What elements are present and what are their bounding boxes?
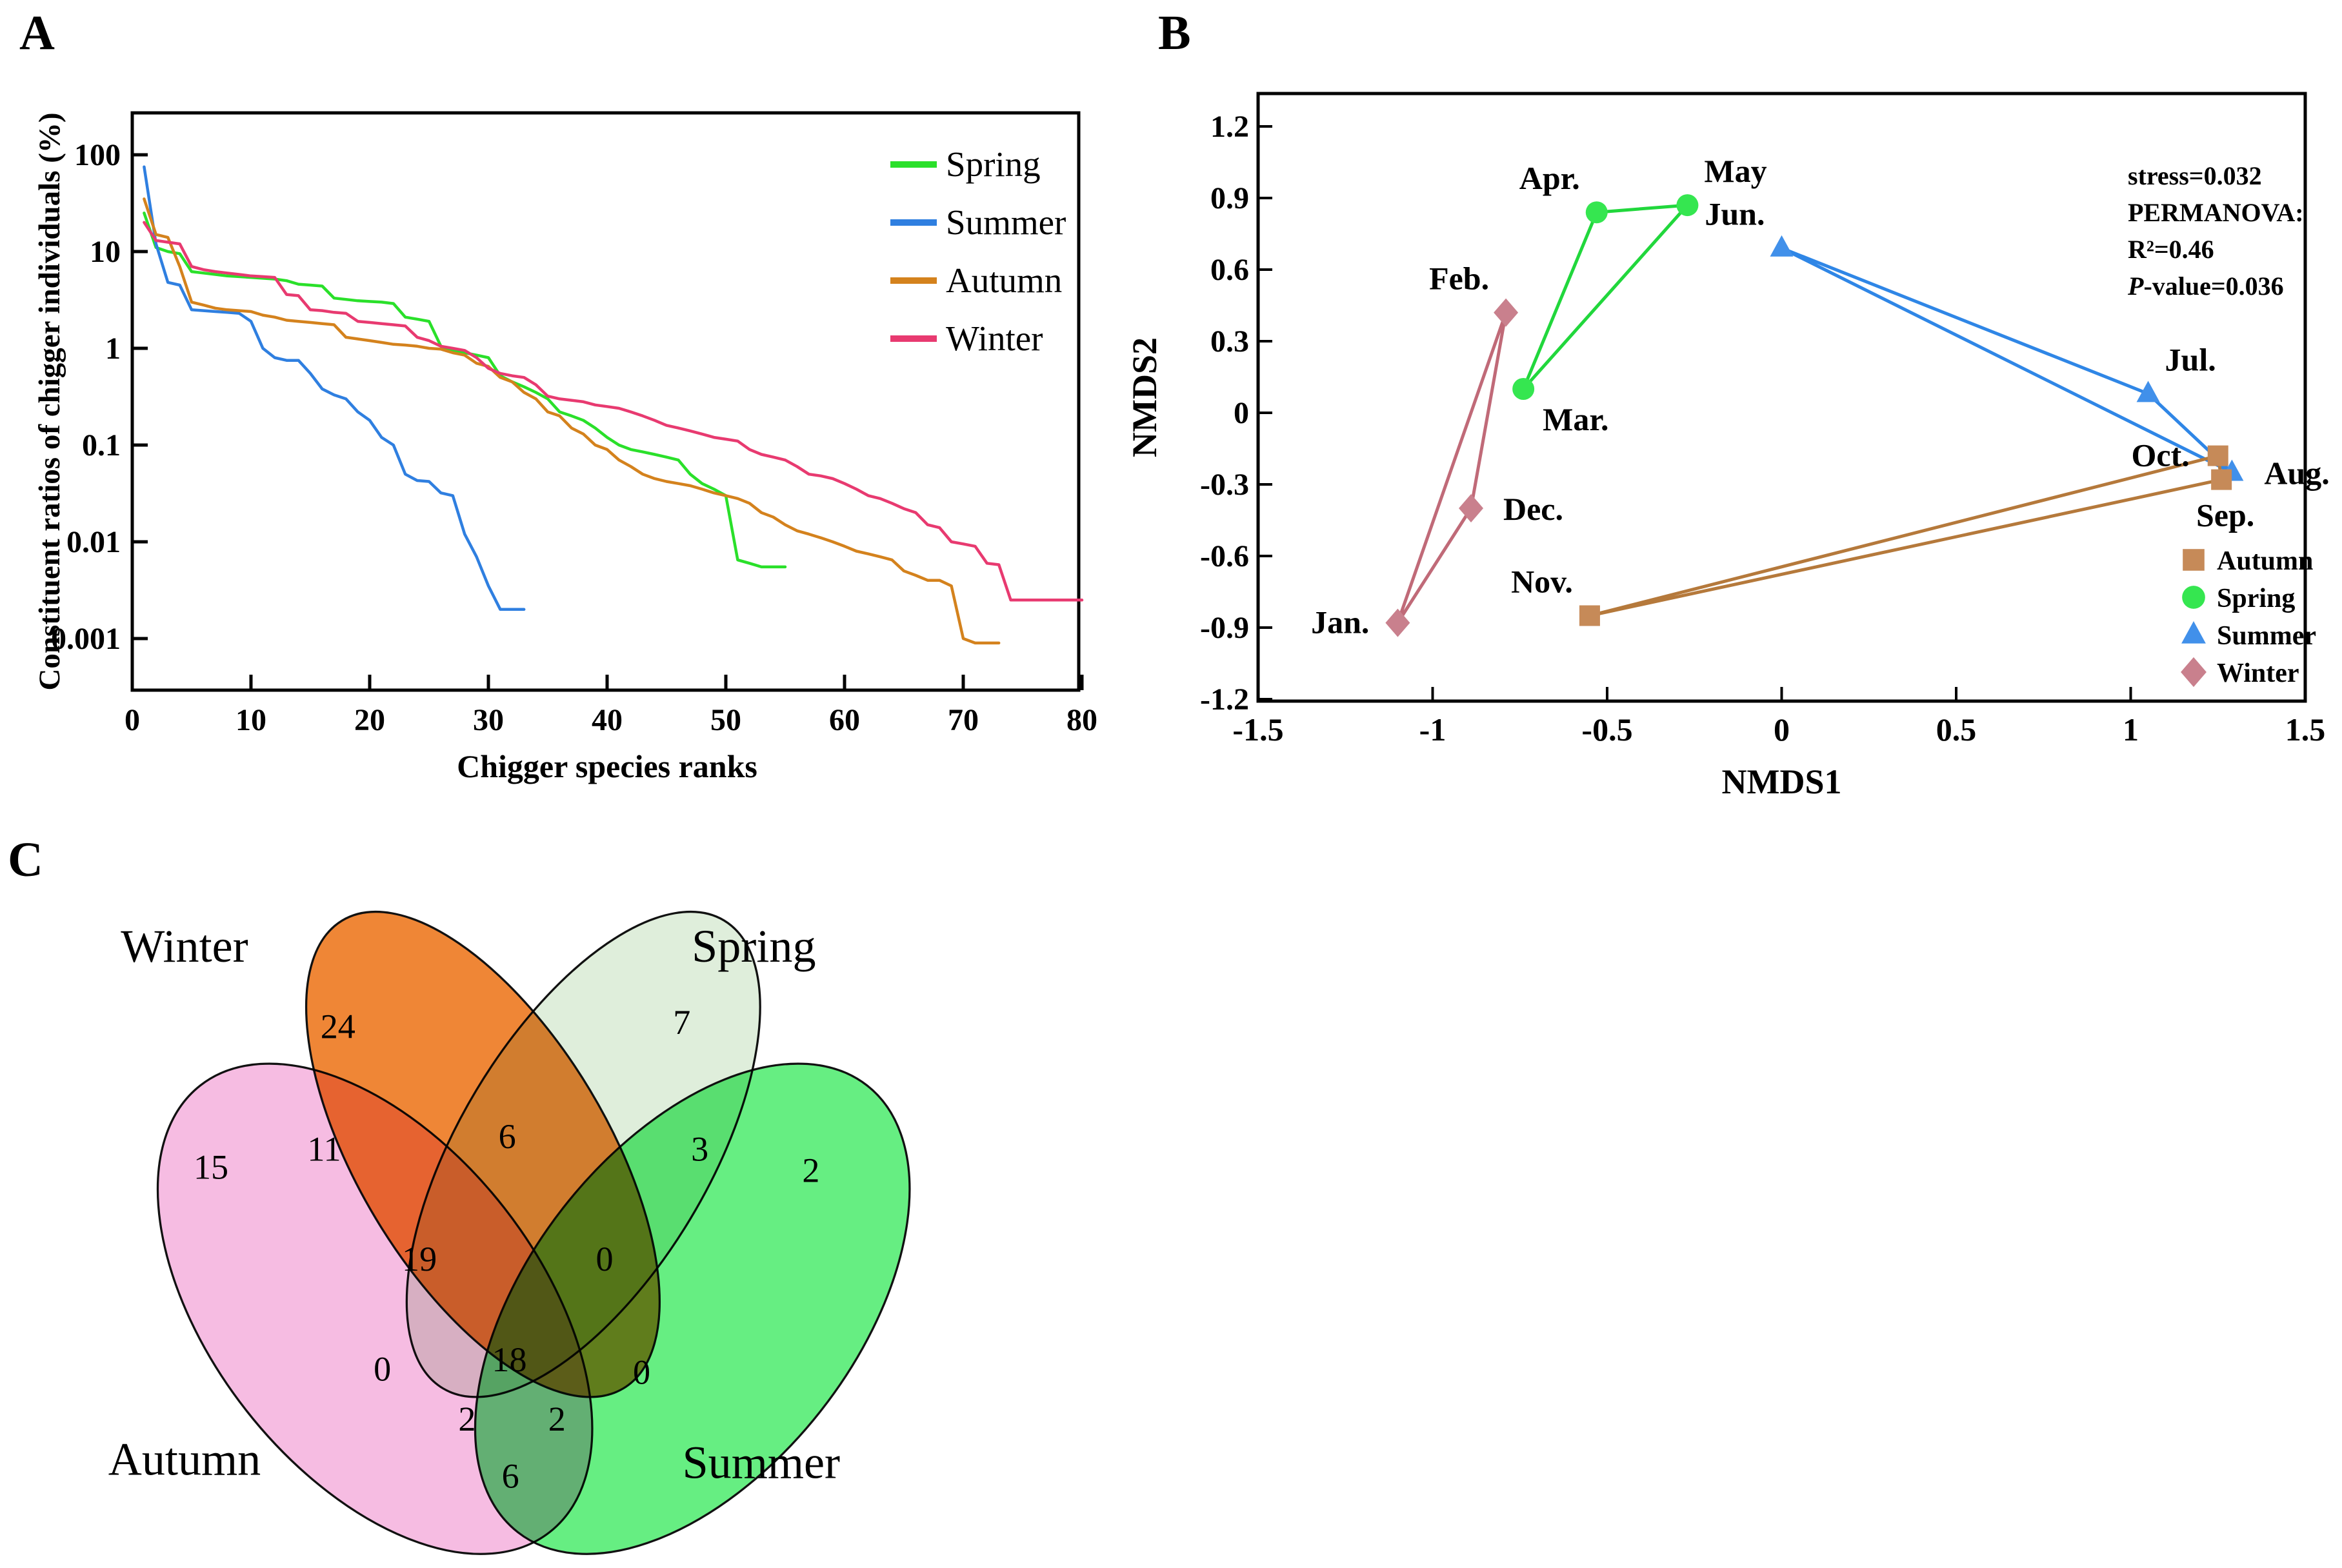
svg-text:0.9: 0.9	[1210, 181, 1249, 215]
svg-text:0.6: 0.6	[1210, 253, 1249, 287]
svg-text:6: 6	[499, 1117, 516, 1156]
svg-text:Summer: Summer	[2217, 621, 2316, 651]
svg-text:0.3: 0.3	[1210, 324, 1249, 359]
svg-text:0.1: 0.1	[82, 428, 121, 462]
svg-text:3: 3	[691, 1130, 708, 1169]
svg-text:24: 24	[321, 1007, 355, 1046]
svg-text:Aug.: Aug.	[2264, 455, 2329, 491]
svg-text:Autumn: Autumn	[946, 261, 1062, 300]
svg-text:0: 0	[633, 1353, 650, 1392]
svg-text:7: 7	[673, 1003, 690, 1042]
rank-abundance-chart: 0 10 20 30 40 50 60 70 80 100 10 1 0.1 0.01 0.001 Chigg…	[33, 111, 1097, 784]
svg-text:Feb.: Feb.	[1429, 261, 1489, 297]
svg-text:Spring: Spring	[692, 920, 816, 972]
svg-text:6: 6	[502, 1456, 519, 1495]
svg-text:11: 11	[307, 1130, 341, 1169]
svg-text:20: 20	[354, 703, 385, 737]
svg-text:60: 60	[829, 703, 860, 737]
svg-text:0.01: 0.01	[66, 525, 121, 559]
svg-text:1.5: 1.5	[2285, 711, 2326, 748]
panel-b-label: B	[1158, 6, 1191, 60]
svg-text:Constituent ratios of chigger: Constituent ratios of chigger individual…	[33, 112, 66, 690]
svg-text:Sep.: Sep.	[2196, 497, 2254, 533]
svg-text:19: 19	[402, 1240, 437, 1278]
svg-text:NMDS2: NMDS2	[1125, 337, 1164, 457]
svg-text:1: 1	[105, 332, 121, 366]
svg-text:Jul.: Jul.	[2165, 341, 2216, 377]
svg-text:2: 2	[802, 1151, 819, 1189]
svg-text:0: 0	[596, 1240, 614, 1278]
svg-text:Winter: Winter	[2217, 659, 2299, 688]
svg-text:0: 0	[125, 703, 140, 737]
svg-text:R²=0.46: R²=0.46	[2128, 235, 2214, 264]
svg-text:-1: -1	[1419, 711, 1446, 748]
svg-text:-0.3: -0.3	[1200, 468, 1249, 502]
svg-text:May: May	[1704, 153, 1767, 189]
svg-text:50: 50	[710, 703, 741, 737]
svg-text:PERMANOVA:: PERMANOVA:	[2128, 198, 2304, 227]
svg-text:Autumn: Autumn	[2217, 546, 2313, 576]
svg-text:2: 2	[548, 1400, 566, 1438]
nmds-plot: -1.5 -1 -0.5 0 0.5 1 1.5 1.2 0.9 0.6 0.3 0 -0.3 -0.6 -…	[1125, 92, 2330, 801]
svg-text:40: 40	[592, 703, 623, 737]
svg-text:Chigger species ranks: Chigger species ranks	[457, 748, 757, 784]
svg-text:1.2: 1.2	[1210, 110, 1249, 144]
svg-text:18: 18	[492, 1340, 526, 1379]
svg-text:Jan.: Jan.	[1311, 604, 1369, 640]
svg-text:Oct.: Oct.	[2132, 437, 2190, 473]
panel-a-label: A	[19, 6, 55, 60]
svg-text:-0.9: -0.9	[1200, 611, 1249, 645]
svg-text:Dec.: Dec.	[1503, 491, 1563, 527]
svg-text:Summer: Summer	[946, 203, 1066, 242]
svg-text:-0.6: -0.6	[1200, 539, 1249, 573]
svg-text:NMDS1: NMDS1	[1722, 762, 1842, 801]
svg-text:stress=0.032: stress=0.032	[2128, 161, 2262, 190]
svg-text:-1.5: -1.5	[1232, 711, 1283, 748]
svg-text:70: 70	[948, 703, 979, 737]
svg-text:Winter: Winter	[121, 920, 248, 972]
svg-text:Jun.: Jun.	[1705, 196, 1765, 232]
svg-text:100: 100	[74, 138, 121, 172]
svg-text:Nov.: Nov.	[1511, 564, 1573, 600]
svg-text:0.5: 0.5	[1936, 711, 1977, 748]
svg-text:0: 0	[374, 1350, 391, 1389]
svg-text:0: 0	[1774, 711, 1790, 748]
svg-text:-1.2: -1.2	[1200, 682, 1249, 717]
svg-text:2: 2	[458, 1400, 475, 1438]
svg-text:30: 30	[473, 703, 504, 737]
svg-text:Apr.: Apr.	[1519, 160, 1580, 196]
svg-text:15: 15	[194, 1147, 228, 1186]
svg-text:Summer: Summer	[683, 1437, 840, 1489]
panel-c-label: C	[8, 833, 43, 887]
svg-text:-0.5: -0.5	[1581, 711, 1632, 748]
svg-text:P-value=0.036: P-value=0.036	[2127, 272, 2284, 301]
svg-text:Spring: Spring	[946, 144, 1041, 184]
svg-text:Spring: Spring	[2217, 584, 2295, 613]
svg-text:Autumn: Autumn	[108, 1434, 261, 1485]
svg-text:0.001: 0.001	[51, 622, 121, 656]
venn-diagram: 24 7 15 2 11 6 3 0 0 19 0 2 2 18 6 Winter Spring Autumn Su…	[108, 910, 911, 1555]
svg-text:10: 10	[90, 235, 121, 269]
svg-text:0: 0	[1234, 396, 1249, 430]
svg-text:1: 1	[2123, 711, 2139, 748]
svg-text:10: 10	[235, 703, 266, 737]
svg-text:Mar.: Mar.	[1543, 401, 1608, 437]
svg-text:80: 80	[1066, 703, 1097, 737]
svg-text:Winter: Winter	[946, 319, 1043, 358]
